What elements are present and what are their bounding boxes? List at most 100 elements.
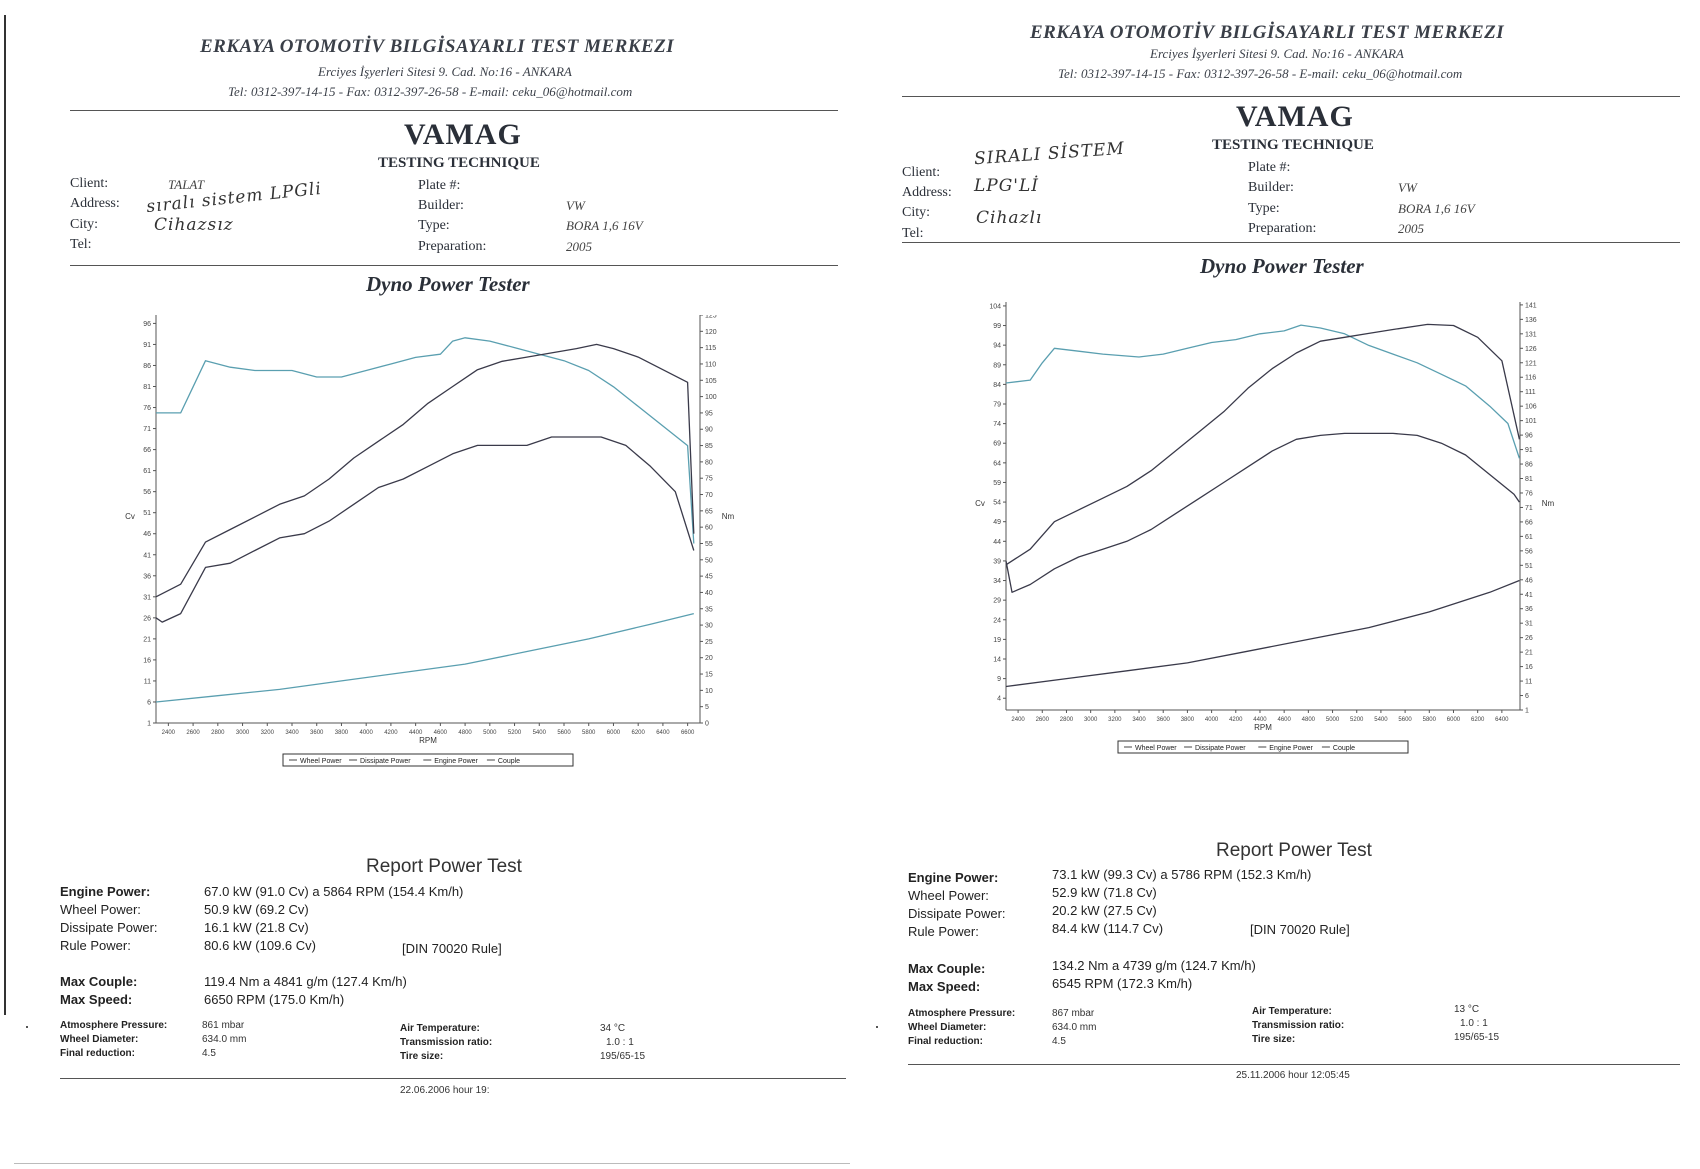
y2-tick-label: 66 bbox=[1525, 519, 1533, 526]
series-line-dissipate-power bbox=[155, 612, 694, 703]
preparation-value: 2005 bbox=[1398, 221, 1424, 236]
y2-tick-label: 25 bbox=[705, 639, 713, 646]
y2-tick-label: 106 bbox=[1525, 404, 1537, 411]
y2-tick-label: 105 bbox=[705, 378, 717, 385]
wheel-power-value: 52.9 kW (71.8 Cv) bbox=[1052, 885, 1157, 900]
rule-power-value: 80.6 kW (109.6 Cv) bbox=[204, 938, 316, 953]
y2-tick-label: 116 bbox=[1525, 375, 1536, 382]
y2-tick-label: 20 bbox=[705, 655, 713, 662]
y2-tick-label: 55 bbox=[705, 541, 713, 548]
spec-value: 34 °C bbox=[600, 1023, 626, 1034]
type-label: Type: bbox=[1248, 201, 1280, 216]
y-tick-label: 81 bbox=[143, 384, 151, 391]
x-tick-label: 5200 bbox=[1350, 717, 1364, 723]
spec-value: 634.0 mm bbox=[1052, 1022, 1097, 1033]
address-label: Address: bbox=[902, 185, 952, 200]
address-label: Address: bbox=[70, 196, 120, 211]
divider bbox=[902, 96, 1680, 97]
y-tick-label: 21 bbox=[143, 636, 151, 643]
page-edge bbox=[4, 15, 6, 1015]
y-tick-label: 76 bbox=[143, 405, 151, 412]
y-tick-label: 24 bbox=[993, 617, 1001, 624]
y2-tick-label: 71 bbox=[1525, 505, 1533, 512]
report-title: Report Power Test bbox=[366, 856, 522, 877]
spec-label: Wheel Diameter: bbox=[60, 1034, 139, 1045]
divider bbox=[14, 1163, 850, 1164]
y-tick-label: 59 bbox=[993, 480, 1001, 487]
x-tick-label: 4000 bbox=[1205, 717, 1219, 723]
wheel-power-label: Wheel Power: bbox=[908, 888, 989, 903]
dissipate-power-label: Dissipate Power: bbox=[908, 906, 1006, 921]
company-contact: Tel: 0312-397-14-15 - Fax: 0312-397-26-5… bbox=[1058, 66, 1463, 81]
spec-value: 1.0 : 1 bbox=[606, 1037, 634, 1048]
builder-label: Builder: bbox=[1248, 180, 1294, 195]
y-tick-label: 46 bbox=[143, 531, 151, 538]
y-tick-label: 66 bbox=[143, 447, 151, 454]
dyno-report-sheet-right: ERKAYA OTOMOTİV BILGİSAYARLI TEST MERKEZ… bbox=[850, 0, 1700, 1169]
legend-entry: Couple bbox=[498, 758, 520, 765]
y2-tick-label: 86 bbox=[1525, 462, 1533, 469]
y-tick-label: 49 bbox=[993, 519, 1001, 526]
address-value: LPG'Lİ bbox=[974, 176, 1039, 196]
y-tick-label: 1 bbox=[147, 721, 151, 728]
y2-tick-label: 125 bbox=[705, 315, 717, 320]
legend-entry: Engine Power bbox=[1269, 745, 1313, 752]
legend-entry: Wheel Power bbox=[300, 758, 342, 765]
y2-tick-label: 0 bbox=[705, 721, 709, 728]
y2-axis-label: Nm bbox=[1542, 499, 1555, 508]
x-tick-label: 2800 bbox=[211, 730, 225, 736]
legend-entry: Couple bbox=[1333, 745, 1355, 752]
divider bbox=[70, 265, 838, 266]
brand-title: VAMAG bbox=[1236, 100, 1354, 133]
brand-subtitle: TESTING TECHNIQUE bbox=[378, 155, 540, 171]
divider bbox=[902, 242, 1680, 243]
y-tick-label: 104 bbox=[989, 303, 1001, 310]
engine-power-label: Engine Power: bbox=[60, 884, 151, 899]
x-tick-label: 2600 bbox=[1036, 717, 1050, 723]
dissipate-power-value: 16.1 kW (21.8 Cv) bbox=[204, 920, 309, 935]
max-couple-label: Max Couple: bbox=[60, 974, 138, 989]
series-line-couple bbox=[156, 337, 695, 544]
y-tick-label: 71 bbox=[143, 426, 151, 433]
y-tick-label: 14 bbox=[993, 657, 1001, 664]
y2-tick-label: 80 bbox=[705, 459, 713, 466]
max-couple-value: 119.4 Nm a 4841 g/m (127.4 Km/h) bbox=[204, 974, 407, 989]
spec-label: Air Temperature: bbox=[1252, 1006, 1332, 1017]
dyno-title: Dyno Power Tester bbox=[366, 272, 530, 296]
series-line-engine-power bbox=[155, 343, 695, 598]
y-tick-label: 19 bbox=[993, 637, 1001, 644]
dyno-chart: Power diagram - Couple diagram1049994898… bbox=[975, 302, 1555, 754]
y-tick-label: 34 bbox=[993, 578, 1001, 585]
y-tick-label: 79 bbox=[993, 402, 1001, 409]
client-label: Client: bbox=[902, 165, 941, 180]
client-label: Client: bbox=[70, 176, 109, 191]
y-tick-label: 41 bbox=[143, 552, 151, 559]
spec-value: 1.0 : 1 bbox=[1460, 1018, 1488, 1029]
x-tick-label: 5000 bbox=[1326, 717, 1340, 723]
spec-value: 195/65-15 bbox=[600, 1051, 646, 1062]
x-tick-label: 3400 bbox=[1132, 717, 1146, 723]
x-tick-label: 5600 bbox=[557, 730, 571, 736]
x-tick-label: 3800 bbox=[335, 730, 349, 736]
y-axis-label: Cv bbox=[975, 499, 985, 508]
y-tick-label: 16 bbox=[143, 657, 151, 664]
y2-tick-label: 41 bbox=[1525, 592, 1533, 599]
y2-tick-label: 91 bbox=[1525, 447, 1533, 454]
plate-label: Plate #: bbox=[418, 178, 461, 193]
y-tick-label: 31 bbox=[143, 594, 151, 601]
builder-value: VW bbox=[566, 198, 585, 213]
y2-tick-label: 120 bbox=[705, 329, 717, 336]
x-tick-label: 5800 bbox=[582, 730, 596, 736]
y-tick-label: 99 bbox=[993, 323, 1001, 330]
x-tick-label: 5000 bbox=[483, 730, 497, 736]
x-tick-label: 2400 bbox=[162, 730, 176, 736]
y2-tick-label: 90 bbox=[705, 427, 713, 434]
company-address: Erciyes İşyerleri Sitesi 9. Cad. No:16 -… bbox=[1150, 46, 1404, 61]
divider bbox=[908, 1064, 1680, 1065]
preparation-label: Preparation: bbox=[1248, 221, 1317, 236]
builder-value: VW bbox=[1398, 180, 1417, 195]
x-tick-label: 4000 bbox=[360, 730, 374, 736]
client-value: TALAT bbox=[168, 177, 205, 192]
x-axis-label: RPM bbox=[419, 736, 437, 745]
x-tick-label: 5400 bbox=[533, 730, 547, 736]
